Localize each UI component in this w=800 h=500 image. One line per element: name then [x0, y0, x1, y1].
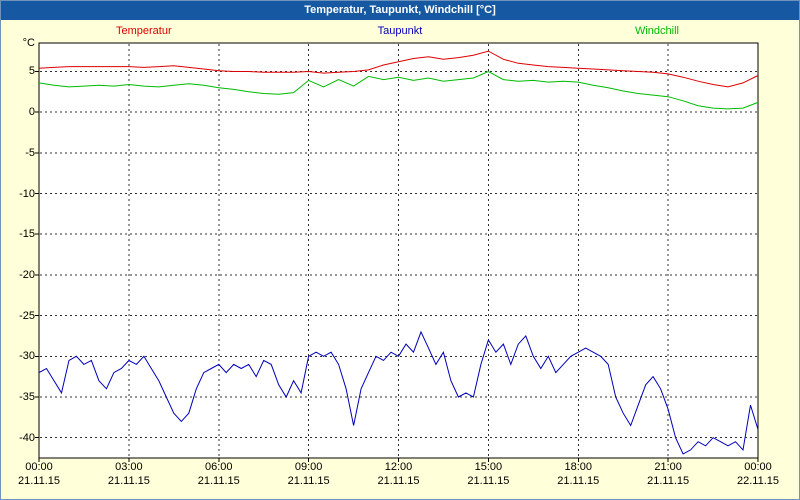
legend-windchill: Windchill [634, 25, 679, 37]
window-title: Temperatur, Taupunkt, Windchill [°C] [304, 4, 496, 16]
series-windchill [38, 70, 759, 110]
legend-temperatur: Temperatur [116, 25, 172, 37]
title-bar: Temperatur, Taupunkt, Windchill [°C] [1, 1, 799, 20]
legend-taupunkt: Taupunkt [377, 25, 423, 37]
series-taupunkt [38, 330, 759, 455]
series-temperatur [38, 50, 759, 88]
